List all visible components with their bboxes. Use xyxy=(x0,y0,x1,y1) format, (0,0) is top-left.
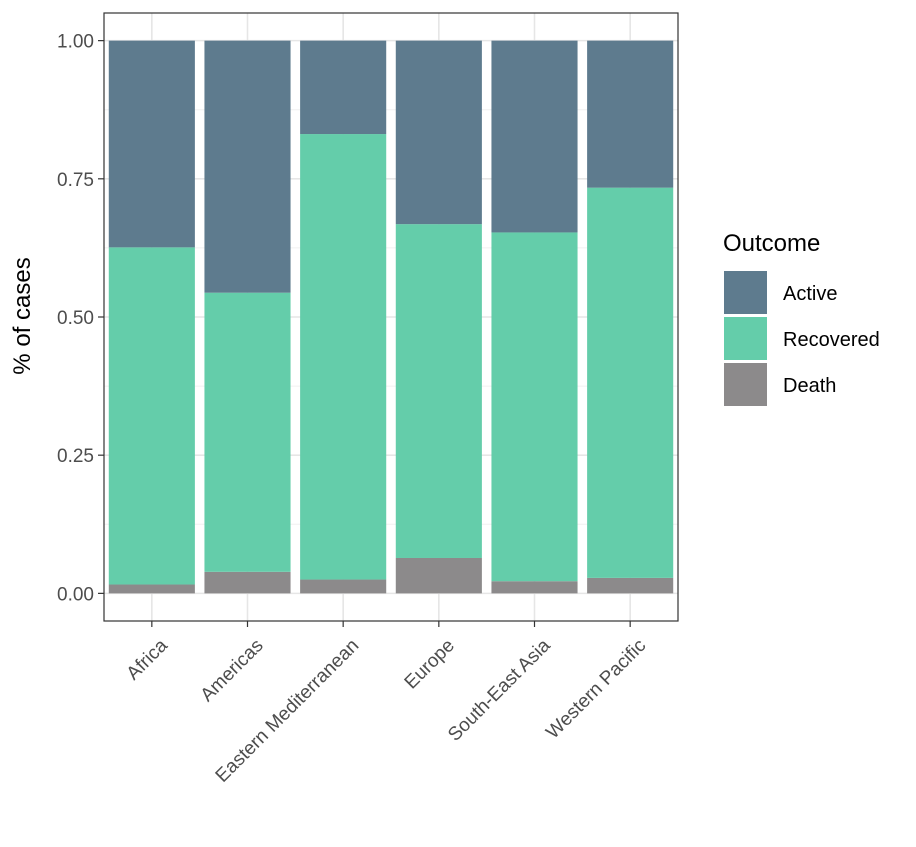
bar-segment-death xyxy=(587,577,674,594)
legend-items: Active Recovered Death xyxy=(724,271,880,406)
y-axis-title: % of cases xyxy=(9,257,36,374)
x-tick-label: Africa xyxy=(123,635,172,684)
legend-key-active xyxy=(724,271,767,314)
bar-segment-death xyxy=(204,571,291,594)
y-tick-label: 0.00 xyxy=(57,584,94,605)
bar-segment-recovered xyxy=(395,224,482,558)
y-tick-label: 0.50 xyxy=(57,308,94,329)
legend-key-death xyxy=(724,363,767,406)
y-tick-label: 1.00 xyxy=(57,32,94,53)
bar-segment-active xyxy=(587,40,674,188)
bar-segment-death xyxy=(491,581,578,594)
x-tick-label: Americas xyxy=(197,635,268,706)
x-tick-label: South-East Asia xyxy=(444,635,555,746)
y-tick-label: 0.25 xyxy=(57,446,94,467)
legend-label-recovered: Recovered xyxy=(783,329,880,351)
bar-segment-active xyxy=(300,40,387,135)
bar-segment-recovered xyxy=(204,292,291,572)
bar-segment-recovered xyxy=(108,247,195,585)
bar-segment-recovered xyxy=(491,232,578,582)
legend-label-death: Death xyxy=(783,375,836,397)
bar-segment-recovered xyxy=(587,187,674,578)
bar-segment-death xyxy=(108,584,195,594)
bar-segment-recovered xyxy=(300,134,387,580)
bar-segment-active xyxy=(204,40,291,293)
y-tick-label: 0.75 xyxy=(57,170,94,191)
bar-segment-death xyxy=(395,557,482,594)
x-tick-label: Western Pacific xyxy=(542,635,650,743)
legend-label-active: Active xyxy=(783,283,837,305)
legend-key-recovered xyxy=(724,317,767,360)
bars xyxy=(108,40,674,594)
x-tick-label: Europe xyxy=(401,635,459,693)
bar-segment-active xyxy=(395,40,482,225)
legend: Outcome Active Recovered Death xyxy=(723,230,880,406)
bar-segment-active xyxy=(491,40,578,233)
bar-segment-death xyxy=(300,579,387,594)
legend-title: Outcome xyxy=(723,230,820,257)
bar-segment-active xyxy=(108,40,195,248)
